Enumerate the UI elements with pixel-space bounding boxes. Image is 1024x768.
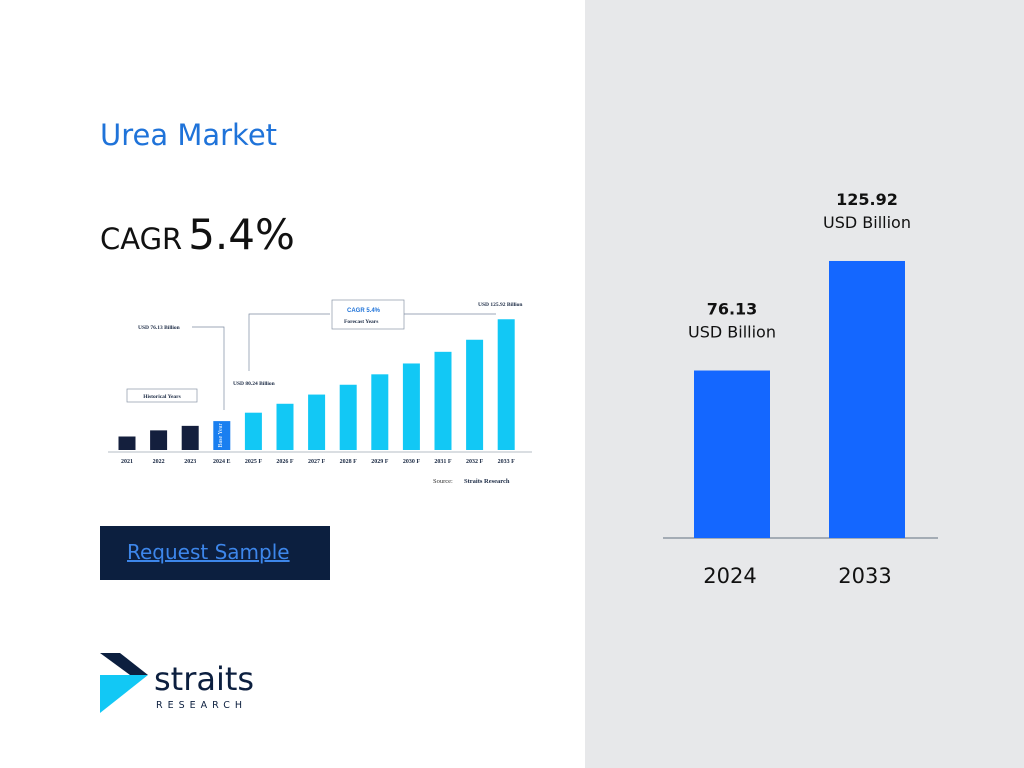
mini-bar-2029-F [371,374,389,450]
mini-bar-2031-F [434,351,452,450]
annotation-end-value: USD 125.92 Billion [478,302,522,308]
mini-x-tick-2027-F: 2027 F [308,459,326,465]
mini-bar-2021 [118,436,136,450]
mini-bar-2024-E [213,421,231,450]
x-tick-2024: 2024 [703,564,756,588]
logo-chevron-top-icon [100,653,148,675]
page-title: Urea Market [100,118,278,152]
base-year-label: Base Year [218,424,224,448]
mini-x-tick-2028-F: 2028 F [340,459,358,465]
mini-bar-2028-F [339,384,357,450]
logo-chevron-bottom-icon [100,675,148,713]
right-panel [585,0,1024,768]
mini-x-tick-2021: 2021 [121,459,133,465]
straits-research-logo: straits RESEARCH [100,653,254,713]
unit-label-2033: USD Billion [823,213,911,232]
bar-2033 [829,260,905,538]
mini-x-tick-2022: 2022 [153,459,165,465]
historical-years-label: Historical Years [143,394,181,400]
mini-x-tick-2031-F: 2031 F [434,459,452,465]
mini-x-tick-2026-F: 2026 F [276,459,294,465]
mini-bar-2023 [181,425,199,450]
logo-subtitle: RESEARCH [156,700,247,711]
value-label-2033: 125.92 [836,190,898,209]
mini-x-tick-2033-F: 2033 F [498,459,516,465]
annotation-mid-value: USD 80.24 Billion [233,381,275,387]
mini-x-tick-2029-F: 2029 F [371,459,389,465]
source-label: Source: [433,478,453,485]
mini-x-tick-2024-E: 2024 E [213,459,231,465]
forecast-years-label: Forecast Years [344,319,378,325]
mini-bar-2033-F [497,319,515,450]
mini-bar-2027-F [308,394,326,450]
mini-bar-2032-F [466,339,484,450]
cagr-label: CAGR [100,222,183,256]
mini-bar-2026-F [276,403,294,450]
request-sample-link[interactable]: Request Sample [127,540,290,564]
cagr-display: CAGR 5.4% [100,210,295,259]
bar-2024 [694,370,770,538]
unit-label-2024: USD Billion [688,323,776,342]
annotation-start-connector [192,326,225,410]
mini-bar-2025-F [244,412,262,450]
annotation-mid-connector [248,313,330,371]
cagr-value: 5.4% [188,210,295,259]
mini-x-tick-2032-F: 2032 F [466,459,484,465]
cagr-callout-box [331,299,405,330]
x-tick-2033: 2033 [838,564,891,588]
mini-x-tick-2025-F: 2025 F [245,459,263,465]
mini-chart-bars: Base Year [118,319,515,450]
historical-years-box [126,388,198,403]
mini-bar-2022 [150,430,168,450]
market-size-mini-chart: Base Year 2021 2022 2023 2024 E 2025 F 2026 F… [108,299,532,485]
cagr-callout-value: CAGR 5.4% [347,308,381,314]
mini-bar-2030-F [402,363,420,450]
request-sample-button[interactable]: Request Sample [100,526,330,580]
source-name: Straits Research [464,478,510,485]
annotation-start-value: USD 76.13 Billion [138,325,180,331]
logo-wordmark: straits [154,660,254,698]
mini-x-tick-2030-F: 2030 F [403,459,421,465]
mini-chart-ticks: 2021 2022 2023 2024 E 2025 F 2026 F 2027 F 2028… [121,459,515,465]
mini-x-tick-2023: 2023 [184,459,196,465]
value-label-2024: 76.13 [707,300,758,319]
